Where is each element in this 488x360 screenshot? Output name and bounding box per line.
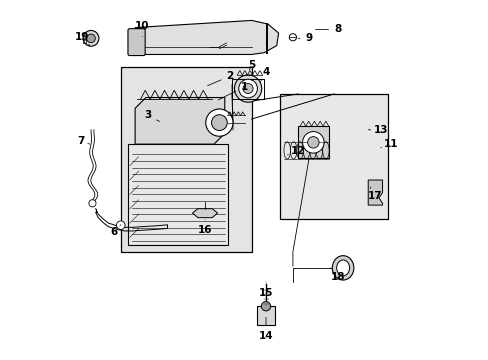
Text: 15: 15 [258, 282, 273, 298]
Circle shape [83, 31, 99, 46]
Text: 16: 16 [198, 220, 212, 235]
Text: 8: 8 [315, 24, 341, 35]
Text: 9: 9 [298, 33, 312, 43]
Bar [298, 126, 328, 158]
Circle shape [86, 34, 95, 42]
Text: 5: 5 [247, 60, 255, 70]
Circle shape [307, 136, 319, 148]
Text: 3: 3 [144, 111, 159, 121]
Circle shape [243, 84, 253, 94]
Text: 4: 4 [260, 67, 269, 81]
Circle shape [302, 132, 324, 153]
Circle shape [116, 221, 125, 229]
Circle shape [211, 115, 227, 131]
Text: 7: 7 [78, 136, 89, 145]
Text: 12: 12 [287, 146, 305, 156]
Circle shape [234, 75, 261, 102]
Polygon shape [135, 98, 224, 144]
Bar [280, 94, 387, 220]
Polygon shape [192, 209, 217, 218]
Circle shape [261, 302, 270, 311]
Text: 13: 13 [367, 125, 387, 135]
Text: 1: 1 [218, 82, 247, 100]
Bar [257, 306, 274, 325]
Text: 19: 19 [75, 32, 89, 45]
Text: 2: 2 [207, 71, 233, 86]
Ellipse shape [332, 256, 353, 280]
Text: 6: 6 [110, 225, 121, 237]
Polygon shape [367, 180, 382, 205]
Bar [128, 144, 228, 244]
FancyBboxPatch shape [128, 29, 145, 55]
Circle shape [289, 34, 296, 41]
Bar [121, 67, 251, 252]
Ellipse shape [336, 260, 349, 276]
Bar [231, 79, 264, 99]
Text: 18: 18 [330, 268, 344, 282]
Circle shape [205, 109, 233, 136]
Polygon shape [135, 21, 278, 54]
Circle shape [238, 79, 257, 98]
Text: 17: 17 [367, 187, 382, 201]
Text: 11: 11 [380, 139, 398, 149]
Text: 10: 10 [135, 21, 149, 37]
Circle shape [89, 200, 96, 207]
Text: 14: 14 [258, 317, 273, 341]
